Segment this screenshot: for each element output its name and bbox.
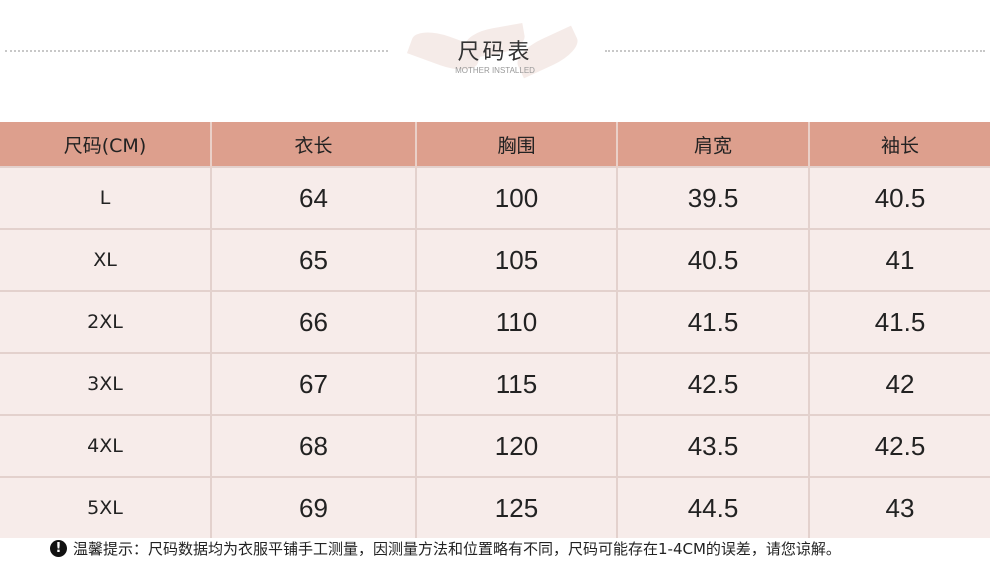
value-cell: 39.5 bbox=[617, 166, 810, 229]
size-table: 尺码(CM) 衣长 胸围 肩宽 袖长 L 64 100 39.5 40.5 XL 65 105 40.5… bbox=[0, 122, 990, 538]
column-header: 袖长 bbox=[809, 122, 990, 167]
value-cell: 66 bbox=[211, 290, 417, 353]
value-cell: 42.5 bbox=[809, 414, 990, 477]
value-cell: 105 bbox=[416, 228, 618, 291]
value-cell: 69 bbox=[211, 476, 417, 538]
value-cell: 44.5 bbox=[617, 476, 810, 538]
size-cell: 3XL bbox=[0, 352, 212, 415]
size-cell: L bbox=[0, 166, 212, 229]
table-row: 5XL 69 125 44.5 43 bbox=[0, 476, 990, 538]
value-cell: 100 bbox=[416, 166, 618, 229]
page-subtitle: MOTHER INSTALLED bbox=[455, 66, 535, 75]
size-cell: XL bbox=[0, 228, 212, 291]
column-header: 衣长 bbox=[211, 122, 417, 167]
divider-left bbox=[5, 50, 388, 52]
value-cell: 40.5 bbox=[809, 166, 990, 229]
column-header: 肩宽 bbox=[617, 122, 810, 167]
size-cell: 2XL bbox=[0, 290, 212, 353]
value-cell: 125 bbox=[416, 476, 618, 538]
table-row: 4XL 68 120 43.5 42.5 bbox=[0, 414, 990, 477]
value-cell: 110 bbox=[416, 290, 618, 353]
page-title: 尺码表 bbox=[457, 40, 533, 65]
table-row: 3XL 67 115 42.5 42 bbox=[0, 352, 990, 415]
value-cell: 41 bbox=[809, 228, 990, 291]
title-block: 尺码表 MOTHER INSTALLED bbox=[405, 22, 585, 79]
value-cell: 67 bbox=[211, 352, 417, 415]
note: ! 温馨提示：尺码数据均为衣服平铺手工测量，因测量方法和位置略有不同，尺码可能存… bbox=[50, 538, 841, 559]
value-cell: 42.5 bbox=[617, 352, 810, 415]
size-cell: 4XL bbox=[0, 414, 212, 477]
value-cell: 115 bbox=[416, 352, 618, 415]
exclamation-circle-icon: ! bbox=[50, 540, 67, 557]
value-cell: 120 bbox=[416, 414, 618, 477]
value-cell: 43.5 bbox=[617, 414, 810, 477]
note-text: 温馨提示：尺码数据均为衣服平铺手工测量，因测量方法和位置略有不同，尺码可能存在1… bbox=[73, 540, 841, 558]
value-cell: 42 bbox=[809, 352, 990, 415]
table-row: L 64 100 39.5 40.5 bbox=[0, 166, 990, 229]
value-cell: 64 bbox=[211, 166, 417, 229]
divider-right bbox=[605, 50, 985, 52]
size-cell: 5XL bbox=[0, 476, 212, 538]
value-cell: 43 bbox=[809, 476, 990, 538]
value-cell: 40.5 bbox=[617, 228, 810, 291]
value-cell: 41.5 bbox=[809, 290, 990, 353]
table-row: XL 65 105 40.5 41 bbox=[0, 228, 990, 291]
value-cell: 65 bbox=[211, 228, 417, 291]
column-header: 尺码(CM) bbox=[0, 122, 212, 167]
column-header: 胸围 bbox=[416, 122, 618, 167]
value-cell: 68 bbox=[211, 414, 417, 477]
table-row: 2XL 66 110 41.5 41.5 bbox=[0, 290, 990, 353]
value-cell: 41.5 bbox=[617, 290, 810, 353]
